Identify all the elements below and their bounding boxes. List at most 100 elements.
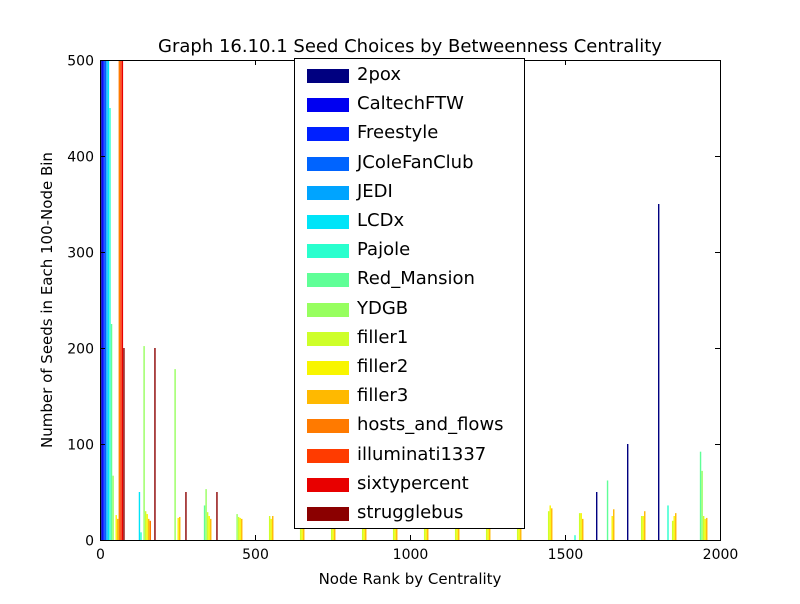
x-tick-label-1000: 1000 — [393, 547, 429, 563]
bar-filler3-bin-1900 — [706, 517, 708, 540]
bar-LCDx-bin-0 — [107, 60, 110, 540]
bar-2pox-bin-1800 — [658, 204, 660, 540]
bar-filler2-bin-1700 — [642, 516, 644, 540]
bar-filler2-bin-1600 — [611, 516, 613, 540]
bar-YDGB-bin-200 — [174, 369, 176, 540]
legend-swatch — [307, 127, 349, 142]
bar-filler2-bin-1900 — [704, 518, 706, 540]
legend-item-Freestyle: Freestyle — [295, 119, 524, 148]
legend-swatch — [307, 302, 349, 317]
legend-swatch — [307, 419, 349, 434]
bar-CaltechFTW-bin-0 — [101, 60, 103, 540]
bar-filler1-bin-300 — [206, 512, 209, 540]
legend-item-hosts_and_flows: hosts_and_flows — [295, 411, 524, 440]
legend-item-sixtypercent: sixtypercent — [295, 470, 524, 499]
legend-item-CaltechFTW: CaltechFTW — [295, 90, 524, 119]
bar-YDGB-bin-100 — [143, 346, 145, 540]
bar-2pox-bin-1700 — [627, 444, 629, 540]
legend-label: illuminati1337 — [357, 443, 487, 465]
legend-item-filler1: filler1 — [295, 324, 524, 353]
bar-filler1-bin-1800 — [671, 520, 674, 540]
legend-label: YDGB — [357, 297, 409, 319]
bar-LCDx-bin-100 — [138, 492, 141, 540]
legend-item-filler3: filler3 — [295, 382, 524, 411]
bar-filler2-bin-200 — [177, 517, 179, 540]
legend-swatch — [307, 390, 349, 405]
bar-Freestyle-bin-0 — [103, 60, 105, 540]
bar-strugglebus-bin-300 — [216, 492, 218, 540]
bar-YDGB-bin-0 — [112, 475, 114, 540]
legend-swatch — [307, 361, 349, 375]
bar-filler2-bin-1400 — [549, 505, 551, 540]
legend-item-filler2: filler2 — [295, 353, 524, 382]
bar-filler3-bin-200 — [179, 516, 181, 540]
bar-filler2-bin-400 — [239, 517, 241, 540]
bar-Pajole-bin-1500 — [574, 535, 576, 540]
legend-label: strugglebus — [357, 502, 464, 523]
bar-filler2-bin-100 — [146, 514, 148, 540]
bar-JEDI-bin-0 — [106, 60, 108, 540]
bar-filler3-bin-1400 — [551, 508, 553, 540]
bar-filler2-bin-0 — [115, 515, 117, 540]
bar-strugglebus-bin-200 — [185, 492, 187, 540]
bar-filler3-bin-300 — [210, 518, 212, 540]
x-axis-label: Node Rank by Centrality — [319, 570, 502, 588]
bar-YDGB-bin-1900 — [701, 470, 703, 540]
bar-filler2-bin-1500 — [580, 513, 582, 540]
bar-filler1-bin-400 — [237, 516, 240, 540]
bar-filler3-bin-100 — [148, 518, 150, 540]
x-tick-label-1500: 1500 — [548, 547, 584, 563]
x-tick-label-500: 500 — [242, 547, 269, 563]
bar-JColeFanClub-bin-0 — [104, 60, 107, 540]
bar-filler1-bin-1900 — [702, 516, 705, 540]
bar-YDGB-bin-300 — [205, 489, 207, 540]
legend-item-illuminati1337: illuminati1337 — [295, 441, 524, 470]
legend-item-JEDI: JEDI — [295, 178, 524, 207]
bar-filler1-bin-1500 — [578, 513, 581, 540]
bar-Red_Mansion-bin-1900 — [699, 451, 702, 540]
legend-label: filler3 — [357, 385, 409, 407]
bar-filler3-bin-1700 — [644, 511, 646, 540]
y-tick-label-500: 500 — [67, 54, 94, 70]
legend-label: filler1 — [357, 326, 409, 348]
bar-Red_Mansion-bin-300 — [203, 505, 206, 540]
y-tick-label-200: 200 — [67, 342, 94, 358]
y-tick-label-100: 100 — [67, 438, 94, 454]
y-tick-label-400: 400 — [67, 150, 94, 166]
ticks-layer: 0 500 1000 1500 2000 0 100 200 300 400 500 — [67, 54, 738, 564]
bar-filler1-bin-1400 — [547, 511, 550, 540]
y-tick-label-300: 300 — [67, 246, 94, 262]
legend-swatch — [307, 98, 349, 113]
legend-label: sixtypercent — [357, 472, 469, 494]
bar-filler3-bin-1600 — [613, 509, 615, 540]
bar-YDGB-bin-400 — [236, 514, 238, 540]
legend-item-Red_Mansion: Red_Mansion — [295, 265, 524, 294]
legend-swatch — [307, 331, 349, 346]
bar-hosts_and_flows-bin-100 — [149, 520, 151, 540]
bar-filler2-bin-1800 — [673, 516, 675, 540]
chart-title: Graph 16.10.1 Seed Choices by Betweennes… — [158, 36, 662, 57]
bar-strugglebus-bin-0 — [123, 348, 125, 540]
bar-Pajole-bin-1800 — [667, 505, 669, 540]
x-tick-label-2000: 2000 — [703, 547, 739, 563]
bar-Red_Mansion-bin-0 — [110, 324, 113, 540]
y-axis-label: Number of Seeds in Each 100-Node Bin — [38, 152, 56, 448]
legend-swatch — [307, 477, 349, 492]
bar-filler1-bin-1700 — [640, 516, 643, 540]
legend-item-strugglebus: strugglebus — [295, 499, 524, 528]
x-tick-label-0: 0 — [96, 547, 105, 563]
legend-swatch — [307, 156, 349, 171]
bar-hosts_and_flows-bin-0 — [118, 60, 120, 540]
legend-swatch — [307, 448, 349, 463]
legend-item-2pox: 2pox — [295, 61, 524, 90]
bar-filler1-bin-500 — [268, 516, 271, 540]
bar-Pajole-bin-0 — [109, 108, 111, 540]
legend-item-Pajole: Pajole — [295, 236, 524, 265]
legend-swatch — [307, 507, 349, 521]
y-tick-label-0: 0 — [85, 534, 94, 550]
legend-swatch — [307, 273, 349, 288]
bar-filler1-bin-100 — [144, 511, 147, 540]
legend-label: Freestyle — [357, 122, 439, 144]
bar-filler2-bin-500 — [270, 518, 272, 540]
